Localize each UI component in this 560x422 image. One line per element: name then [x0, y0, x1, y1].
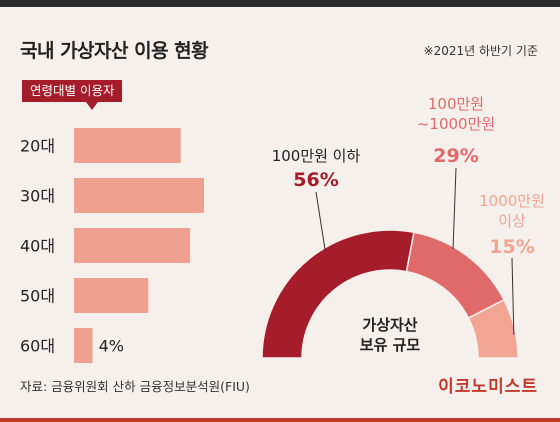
- donut-chart: 100만원 이하 56% 100만원 ~1000만원 29% 1000만원 이상 15% 가상자…: [261, 95, 545, 359]
- bar-60대: [74, 328, 93, 363]
- bottom-bar: [0, 418, 560, 422]
- brand-logo: 이코노미스트: [438, 377, 538, 397]
- page-title: 국내 가상자산 이용 현황: [20, 40, 209, 62]
- leader-line-2: [452, 167, 457, 249]
- donut-category-label: 100만원 ~1000만원: [417, 95, 495, 133]
- bar-20대: [74, 128, 181, 163]
- donut-category-label: 1000만원 이상: [479, 192, 545, 230]
- source-note: 자료: 금융위원회 산하 금융정보분석원(FIU): [20, 379, 250, 394]
- bar-chart-title: 연령대별 이용자: [30, 83, 115, 98]
- bar-data-label: 4%: [99, 337, 124, 356]
- bar-category-label: 40대: [20, 237, 55, 256]
- top-bar: [0, 0, 560, 7]
- bar-30대: [74, 178, 204, 213]
- bar-40대: [74, 228, 191, 263]
- leader-line-3: [511, 257, 515, 335]
- leader-line-1: [315, 191, 326, 251]
- bar-chart: 20대 30대 40대 50대 60대 4%: [20, 128, 204, 363]
- bar-50대: [74, 278, 149, 313]
- donut-center-title: 가상자산 보유 규모: [360, 316, 421, 354]
- bar-chart-legend-tag: 연령대별 이용자: [22, 80, 123, 110]
- bar-category-label: 60대: [20, 337, 55, 356]
- bar-category-label: 50대: [20, 287, 55, 306]
- donut-category-label: 100만원 이하: [272, 147, 361, 165]
- date-note: ※2021년 하반기 기준: [423, 44, 538, 58]
- bar-category-label: 30대: [20, 187, 55, 206]
- bar-category-label: 20대: [20, 137, 55, 156]
- donut-value-label: 56%: [293, 169, 338, 191]
- legend-tag-pointer: [86, 102, 98, 110]
- donut-value-label: 29%: [433, 145, 478, 167]
- donut-slice-3: [467, 298, 519, 359]
- donut-value-label: 15%: [489, 236, 534, 258]
